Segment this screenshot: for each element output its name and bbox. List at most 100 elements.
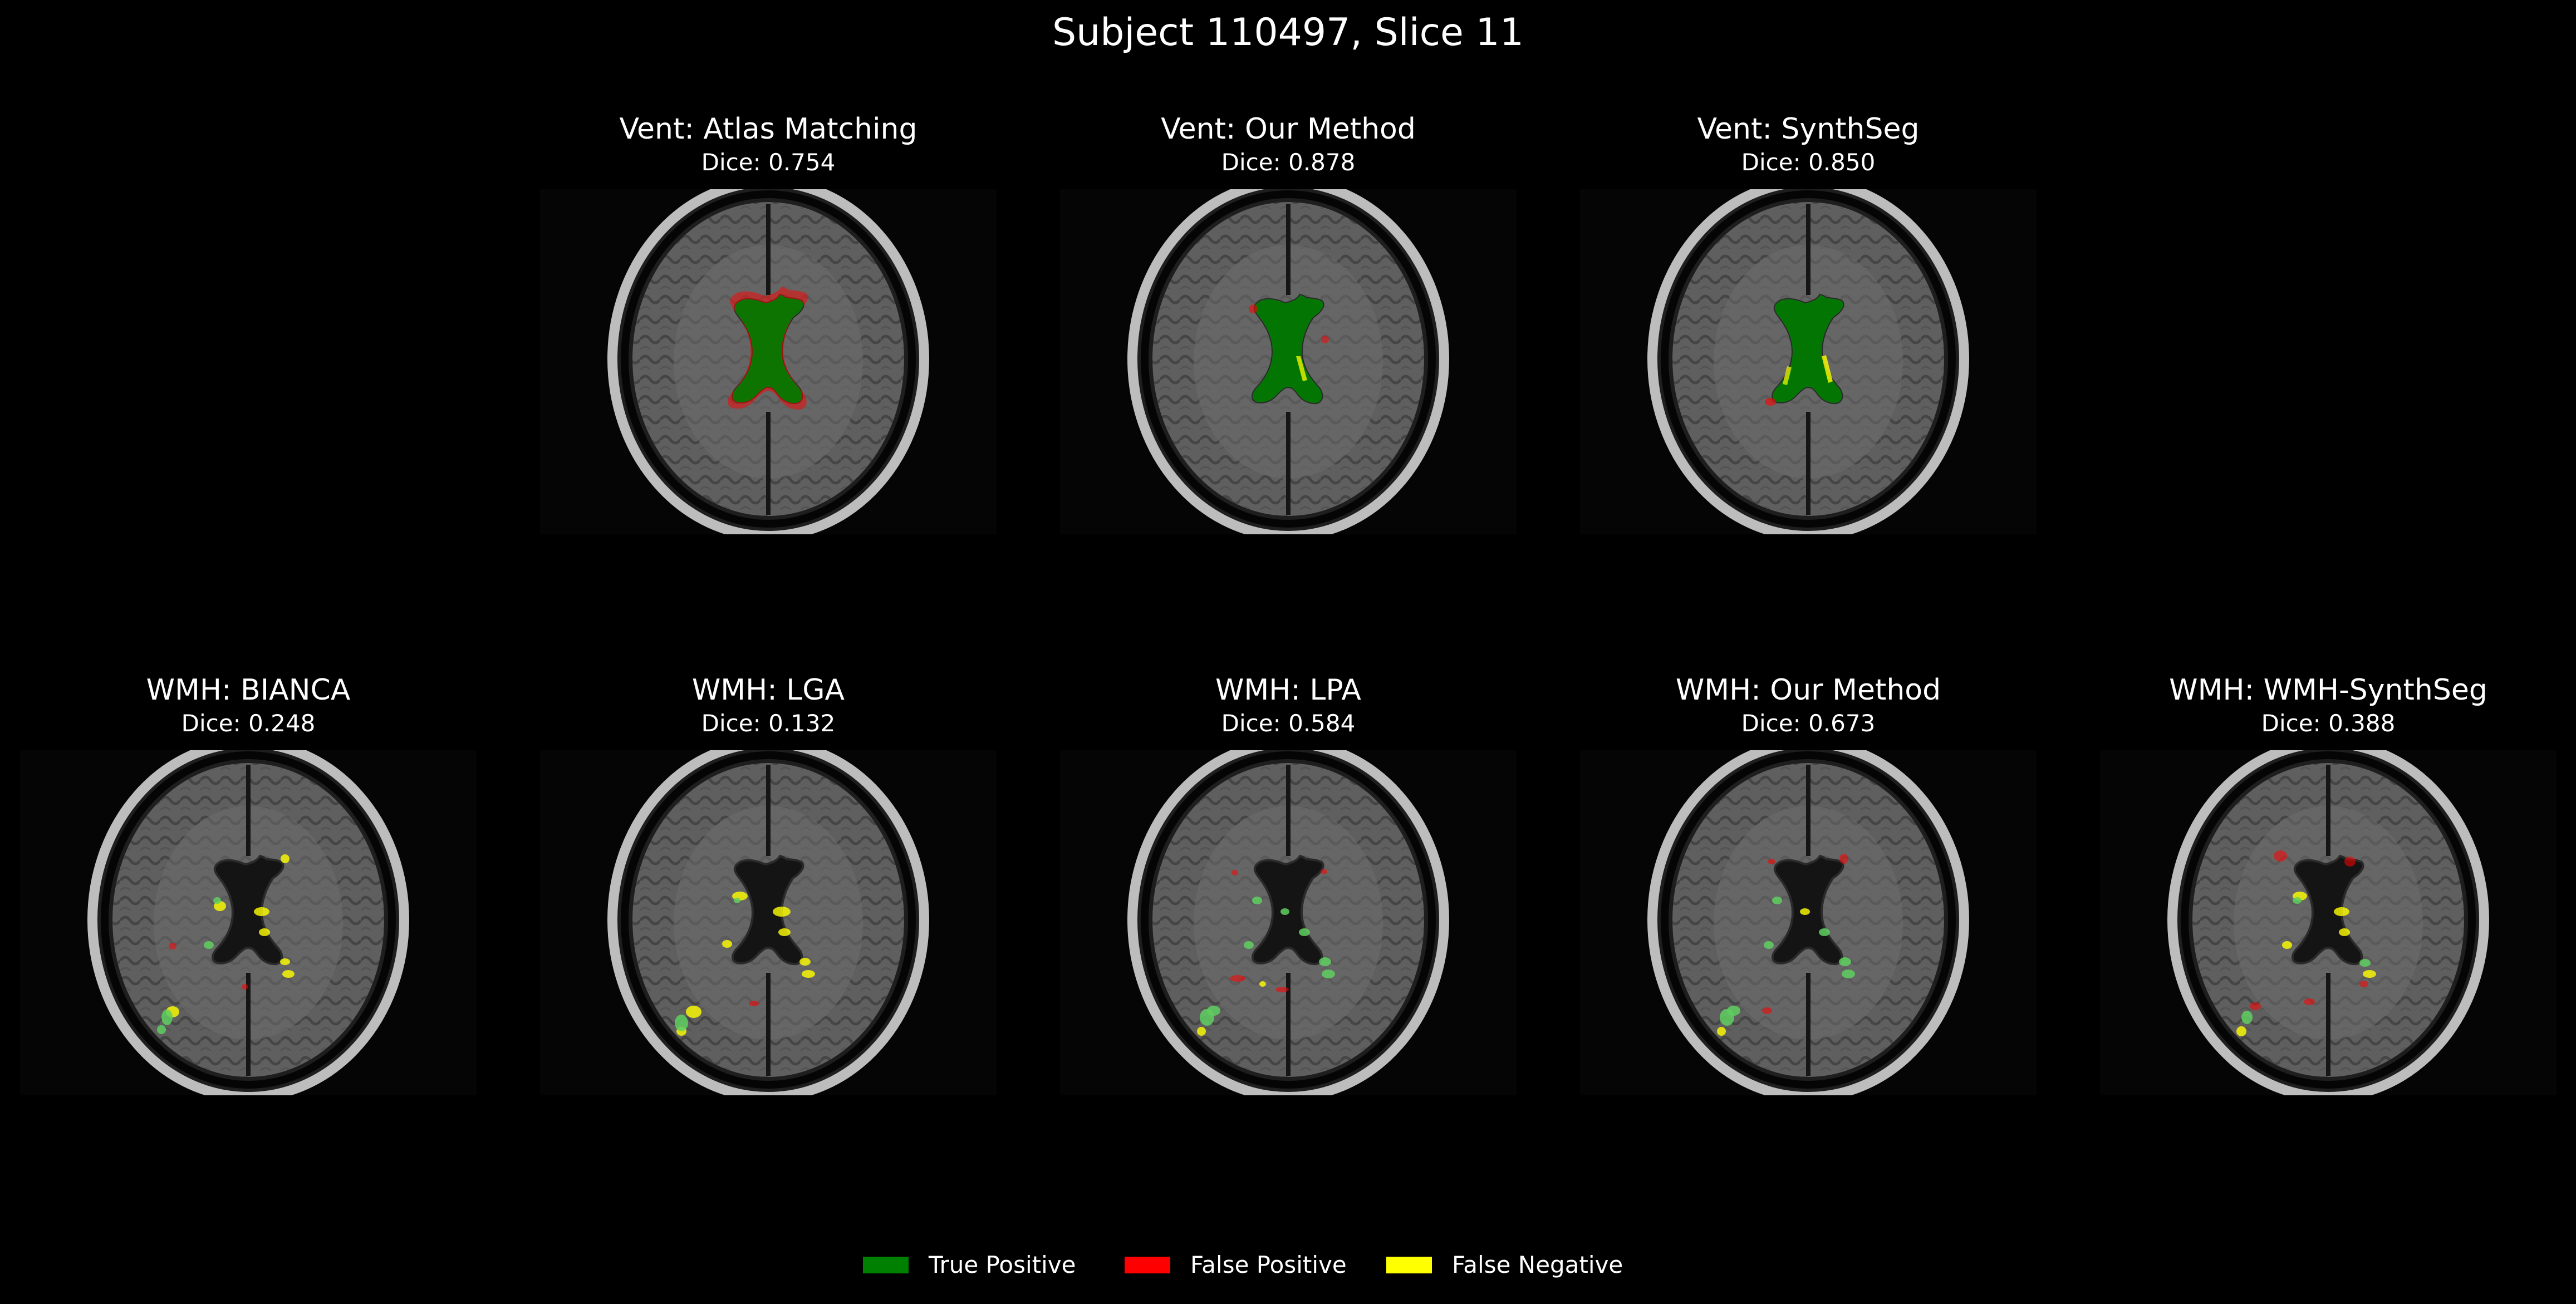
legend-swatch (1125, 1257, 1170, 1273)
true-positive-lesion (1772, 897, 1782, 904)
legend-swatch (1386, 1257, 1432, 1273)
false-negative-lesion (2363, 970, 2376, 978)
legend-label: False Negative (1452, 1251, 1623, 1278)
false-positive-lesion (2274, 850, 2287, 862)
false-negative-lesion (686, 1006, 701, 1018)
true-positive-lesion (157, 1025, 166, 1034)
panel-wmh-lpa: WMH: LPA Dice: 0.584 (1060, 672, 1517, 1095)
csf-ring (1141, 751, 1436, 1089)
false-positive-lesion (1231, 870, 1238, 875)
false-negative-lesion (1259, 981, 1266, 987)
panel-dice-score: Dice: 0.878 (1221, 149, 1356, 176)
false-positive-lesion (1768, 859, 1775, 864)
false-positive-lesion (2359, 981, 2368, 987)
panel-title: WMH: LGA (691, 673, 845, 707)
false-negative-lesion (254, 907, 269, 916)
true-positive-lesion (204, 941, 214, 949)
true-positive-lesion (2293, 897, 2302, 904)
panel-wmh-lga: WMH: LGA Dice: 0.132 (540, 672, 997, 1095)
false-positive-region (1321, 336, 1329, 343)
false-negative-lesion (802, 970, 815, 978)
false-negative-lesion (280, 958, 290, 965)
true-positive-lesion (1819, 928, 1830, 936)
brain-mri-slice (540, 750, 997, 1095)
csf-ring (1661, 751, 1956, 1089)
csf-ring (621, 751, 916, 1089)
legend-label: False Positive (1190, 1251, 1347, 1278)
segmentation-overlay (1197, 869, 1335, 1036)
false-positive-lesion (749, 1001, 759, 1006)
false-negative-region (1296, 356, 1307, 381)
false-negative-lesion (1800, 908, 1810, 915)
false-positive-lesion (1230, 975, 1245, 982)
false-negative-lesion (2282, 941, 2292, 949)
segmentation-overlay (727, 286, 808, 410)
panel-title: Vent: SynthSeg (1697, 112, 1920, 146)
panel-dice-score: Dice: 0.673 (1741, 710, 1876, 737)
false-negative-lesion (1717, 1027, 1726, 1036)
true-positive-lesion (1252, 897, 1262, 904)
false-positive-region (1765, 398, 1776, 406)
legend-swatch (863, 1257, 909, 1273)
false-positive-lesion (2250, 1002, 2261, 1010)
true-positive-lesion (1839, 957, 1851, 966)
false-positive-lesion (242, 984, 248, 990)
panel-vent-synthseg: Vent: SynthSeg Dice: 0.850 (1580, 111, 2037, 534)
panel-dice-score: Dice: 0.248 (181, 710, 316, 737)
true-positive-lesion (1322, 970, 1335, 978)
false-negative-lesion (773, 907, 791, 917)
panel-vent-our-method: Vent: Our Method Dice: 0.878 (1060, 111, 1517, 534)
false-negative-region (1822, 355, 1833, 383)
figure-title: Subject 110497, Slice 11 (1052, 11, 1524, 55)
segmentation-overlay (2236, 850, 2376, 1036)
csf-ring (101, 751, 396, 1089)
false-positive-lesion (1839, 854, 1848, 864)
brain-mri-slice (20, 750, 477, 1095)
false-negative-lesion (259, 928, 270, 936)
panel-title: WMH: BIANCA (146, 673, 351, 707)
brain-mri-slice (1060, 750, 1517, 1095)
false-positive-lesion (2304, 998, 2315, 1005)
lateral-ventricles (212, 854, 284, 966)
legend: True Positive False Positive False Negat… (863, 1246, 1754, 1285)
false-positive-lesion (2344, 857, 2356, 867)
brain-mri-slice (1580, 189, 2037, 534)
true-positive-lesion (161, 1010, 173, 1025)
true-positive-lesion (675, 1015, 688, 1031)
true-positive-lesion (1280, 908, 1289, 915)
false-positive-lesion (1321, 869, 1327, 874)
panel-vent-atlas-matching: Vent: Atlas Matching Dice: 0.754 (540, 111, 997, 534)
true-positive-lesion (734, 898, 740, 903)
false-positive-region (1249, 304, 1258, 313)
false-negative-lesion (778, 928, 791, 936)
panel-dice-score: Dice: 0.388 (2261, 710, 2396, 737)
panel-dice-score: Dice: 0.584 (1221, 710, 1356, 737)
false-positive-lesion (169, 943, 176, 949)
brain-mri-slice (2100, 750, 2557, 1095)
panel-wmh-wmh-synthseg: WMH: WMH-SynthSeg Dice: 0.388 (2100, 672, 2557, 1095)
panel-wmh-bianca: WMH: BIANCA Dice: 0.248 (20, 672, 477, 1095)
csf-ring (1141, 190, 1436, 528)
true-positive-lesion (1727, 1006, 1740, 1016)
segmentation-overlay (675, 892, 815, 1036)
false-negative-lesion (2339, 928, 2350, 936)
true-positive-lesion (2241, 1011, 2253, 1024)
csf-ring (1661, 190, 1956, 528)
panel-title: WMH: WMH-SynthSeg (2169, 673, 2487, 707)
lateral-ventricles (732, 854, 804, 966)
panel-dice-score: Dice: 0.132 (701, 710, 836, 737)
segmentation-overlay (157, 854, 295, 1034)
false-negative-lesion (799, 958, 811, 966)
true-positive-lesion (1244, 941, 1254, 949)
csf-ring (2181, 751, 2476, 1089)
true-positive-lesion (2359, 959, 2371, 967)
false-negative-region (1783, 366, 1792, 385)
true-positive-lesion (1764, 941, 1774, 949)
segmentation-overlay (1717, 854, 1855, 1036)
false-positive-lesion (1275, 987, 1289, 992)
segmentation-overlay (1765, 295, 1843, 406)
false-positive-lesion (1762, 1007, 1772, 1014)
brain-mri-slice (1580, 750, 2037, 1095)
true-positive-lesion (1842, 970, 1855, 978)
csf-ring (621, 190, 916, 528)
